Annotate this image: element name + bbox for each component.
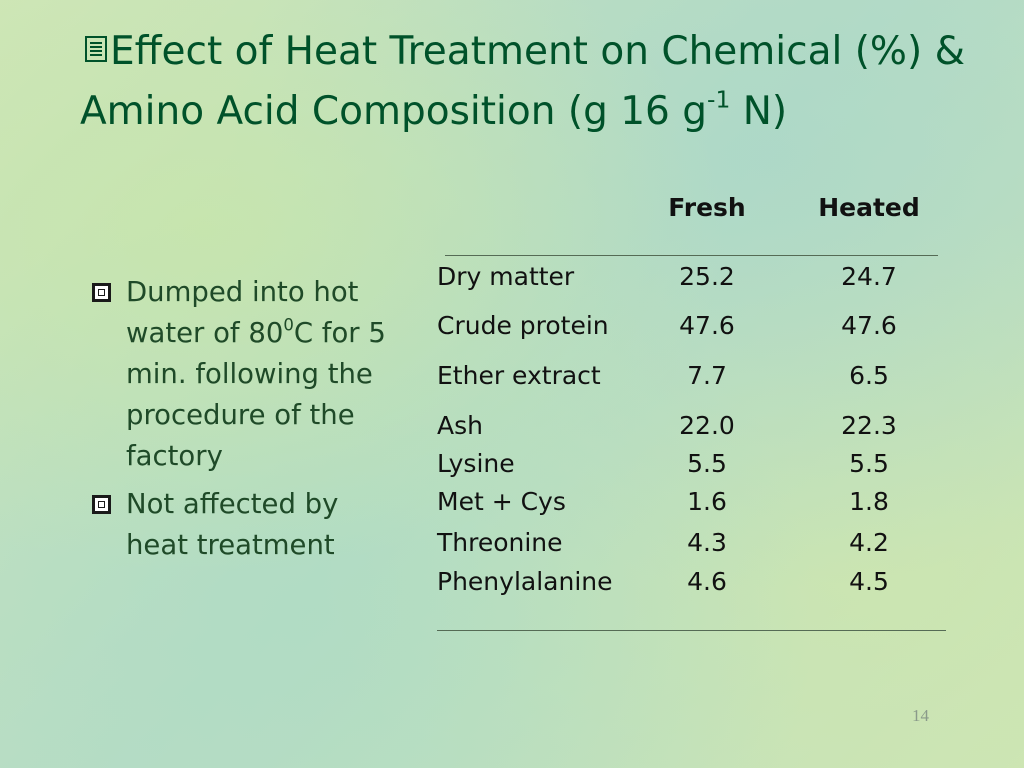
bullet-superscript: 0: [283, 315, 294, 335]
table-rule: [445, 255, 938, 256]
row-label: Met + Cys: [437, 487, 566, 516]
table-cell: 22.3: [841, 411, 897, 440]
row-label: Threonine: [437, 528, 563, 557]
row-label: Lysine: [437, 449, 515, 478]
table-cell: 1.8: [849, 487, 889, 516]
bullet-text: Not affected by heat treatment: [126, 488, 339, 561]
table-cell: 24.7: [841, 262, 897, 291]
bullet-text: Dumped into hot water of 80: [126, 276, 359, 349]
bullet-box: [92, 283, 111, 302]
table-cell: 4.3: [687, 528, 727, 557]
table-cell: 1.6: [687, 487, 727, 516]
bullet-box: [92, 495, 111, 514]
slide-title: Effect of Heat Treatment on Chemical (%)…: [80, 22, 980, 142]
title-suffix: N): [730, 89, 788, 134]
table-cell: 4.6: [687, 567, 727, 596]
table-cell: 4.2: [849, 528, 889, 557]
table-cell: 22.0: [679, 411, 735, 440]
bullet: Not affected by heat treatment: [126, 484, 394, 566]
row-label: Ether extract: [437, 361, 601, 390]
table-cell: 47.6: [679, 311, 735, 340]
table-rule: [437, 630, 946, 631]
table-cell: 7.7: [687, 361, 727, 390]
row-label: Ash: [437, 411, 483, 440]
title-icon: [85, 36, 107, 62]
table-cell: 6.5: [849, 361, 889, 390]
page-number: 14: [912, 706, 929, 725]
column-header: Heated: [818, 193, 920, 222]
bullet: Dumped into hot water of 800C for 5 min.…: [126, 272, 394, 477]
table-cell: 5.5: [849, 449, 889, 478]
row-label: Crude protein: [437, 311, 609, 340]
table-cell: 4.5: [849, 567, 889, 596]
table-cell: 47.6: [841, 311, 897, 340]
row-label: Phenylalanine: [437, 567, 613, 596]
column-header: Fresh: [668, 193, 746, 222]
row-label: Dry matter: [437, 262, 575, 291]
title-superscript: -1: [707, 85, 731, 114]
table-cell: 5.5: [687, 449, 727, 478]
table-cell: 25.2: [679, 262, 735, 291]
bullet-suffix: C for 5 min. following the procedure of …: [126, 317, 386, 472]
title-text: Effect of Heat Treatment on Chemical (%)…: [80, 29, 965, 134]
